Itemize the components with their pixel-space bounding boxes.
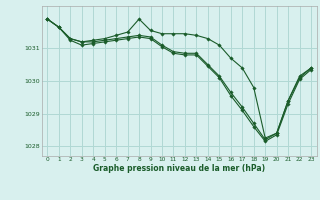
X-axis label: Graphe pression niveau de la mer (hPa): Graphe pression niveau de la mer (hPa) [93,164,265,173]
